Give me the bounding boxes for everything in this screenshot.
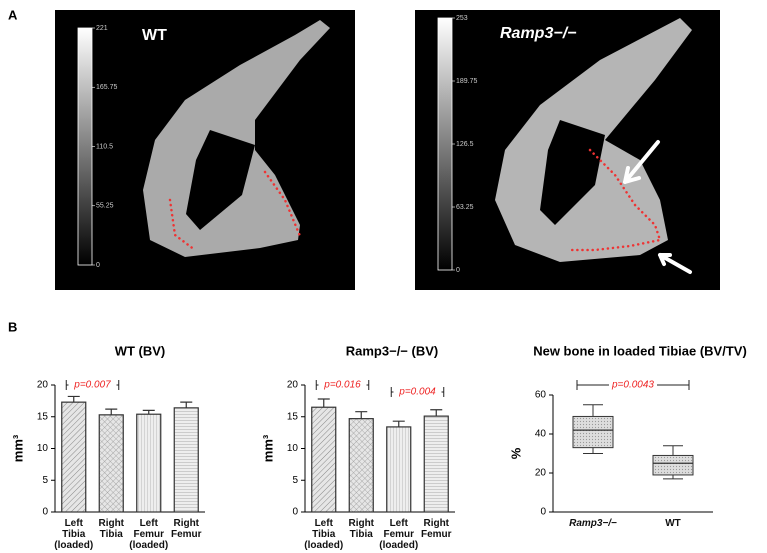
y-tick-label: 0: [540, 507, 546, 518]
colorbar-label: 0: [96, 262, 100, 269]
error-bar: [355, 411, 368, 419]
bar: [98, 414, 124, 513]
bone: [495, 18, 692, 262]
y-tick-label: 15: [37, 411, 49, 422]
outline: [568, 148, 662, 252]
panel-label: B: [8, 319, 17, 334]
box: [572, 415, 614, 449]
image-title: Ramp3−/−: [500, 25, 576, 42]
y-tick-label: 0: [42, 507, 48, 518]
chart-title: Ramp3−/− (BV): [346, 343, 438, 358]
y-tick-label: 20: [37, 380, 49, 391]
y-axis-label: mm³: [10, 434, 25, 462]
bar: [348, 418, 374, 513]
x-tick-label: Right Femur: [420, 518, 452, 540]
colorbar-label: 126.5: [456, 141, 474, 148]
error-bar: [105, 408, 118, 415]
y-tick-label: 10: [37, 443, 49, 454]
x-tick-label: Right Femur: [170, 518, 202, 540]
p-value: p=0.0043: [611, 380, 654, 391]
arrow: [658, 253, 692, 274]
x-tick-label: Left Femur (loaded): [379, 518, 419, 551]
x-tick-label: Right Tibia: [348, 518, 375, 540]
y-tick-label: 20: [535, 468, 547, 479]
x-tick-label: Left Femur (loaded): [129, 518, 169, 551]
colorbar: [437, 17, 453, 271]
colorbar-label: 55.25: [96, 203, 114, 210]
y-tick-label: 5: [292, 475, 298, 486]
error-bar: [67, 395, 80, 403]
bar: [311, 406, 337, 513]
colorbar-label: 165.75: [96, 84, 118, 91]
y-tick-label: 60: [535, 390, 547, 401]
colorbar-label: 221: [96, 25, 108, 32]
x-tick-label: Left Tibia (loaded): [304, 518, 344, 551]
colorbar-label: 253: [456, 15, 468, 22]
x-tick-label: Ramp3−/−: [569, 518, 617, 529]
error-bar: [392, 420, 405, 427]
y-tick-label: 40: [535, 429, 547, 440]
bracket: [576, 380, 690, 390]
x-tick-label: Right Tibia: [98, 518, 125, 540]
error-bar: [430, 409, 443, 417]
p-value: p=0.004: [398, 387, 436, 398]
chart-title: New bone in loaded Tibiae (BV/TV): [533, 343, 747, 358]
bar: [173, 407, 199, 513]
p-value: p=0.007: [73, 380, 111, 391]
y-axis-label: mm³: [260, 434, 275, 462]
error-bar: [317, 398, 330, 408]
bar: [136, 413, 162, 513]
y-axis-label: %: [508, 447, 523, 459]
x-tick-label: WT: [665, 518, 681, 529]
panel-label: A: [8, 7, 18, 22]
bracket: [315, 380, 370, 390]
box: [652, 454, 694, 476]
y-tick-label: 5: [42, 475, 48, 486]
x-tick-label: Left Tibia (loaded): [54, 518, 94, 551]
arrow: [623, 140, 660, 184]
colorbar: [77, 27, 93, 266]
y-tick-label: 10: [287, 443, 299, 454]
colorbar-label: 63.25: [456, 204, 474, 211]
bracket: [65, 380, 120, 390]
p-value: p=0.016: [323, 380, 361, 391]
y-tick-label: 0: [292, 507, 298, 518]
outline: [168, 198, 197, 252]
error-bar: [180, 401, 193, 408]
y-tick-label: 15: [287, 411, 299, 422]
error-bar: [142, 409, 155, 415]
outline: [263, 170, 302, 238]
image-title: WT: [142, 27, 167, 44]
chart-title: WT (BV): [115, 343, 166, 358]
colorbar-label: 0: [456, 267, 460, 274]
bar: [61, 401, 87, 513]
y-tick-label: 20: [287, 380, 299, 391]
colorbar-label: 110.5: [96, 143, 113, 150]
bar: [386, 426, 412, 513]
bracket: [390, 387, 445, 397]
bar: [423, 415, 449, 513]
colorbar-label: 189.75: [456, 78, 478, 85]
